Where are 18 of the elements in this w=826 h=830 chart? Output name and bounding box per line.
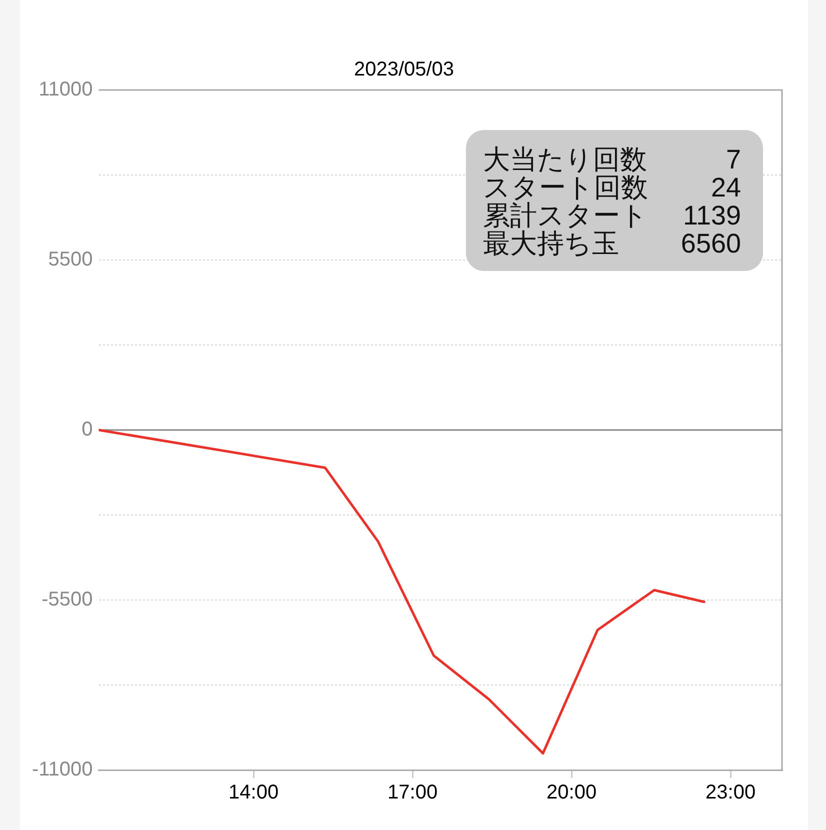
annotation: 1139 — [682, 200, 741, 230]
x-tick-label: 20:00 — [546, 782, 597, 804]
x-tick-label: 14:00 — [228, 782, 279, 804]
y-tick-label: -11000 — [32, 758, 93, 781]
y-tick-label: 11000 — [38, 78, 93, 101]
annotation: スタート回数 — [482, 172, 648, 202]
x-tick-label: 23:00 — [706, 782, 756, 804]
x-tick-label: 17:00 — [388, 782, 438, 804]
y-tick-label: 0 — [82, 418, 93, 441]
y-tick-label: 5500 — [48, 248, 93, 271]
annotation: 大当たり回数 — [482, 144, 647, 174]
annotation: 6560 — [680, 228, 741, 258]
annotation: 最大持ち玉 — [482, 228, 619, 258]
chart-title: 2023/05/03 — [354, 58, 454, 81]
annotation: 7 — [726, 144, 741, 174]
annotation: 24 — [710, 172, 741, 202]
y-tick-label: -5500 — [42, 588, 93, 611]
annotation: 累計スタート — [482, 200, 648, 230]
